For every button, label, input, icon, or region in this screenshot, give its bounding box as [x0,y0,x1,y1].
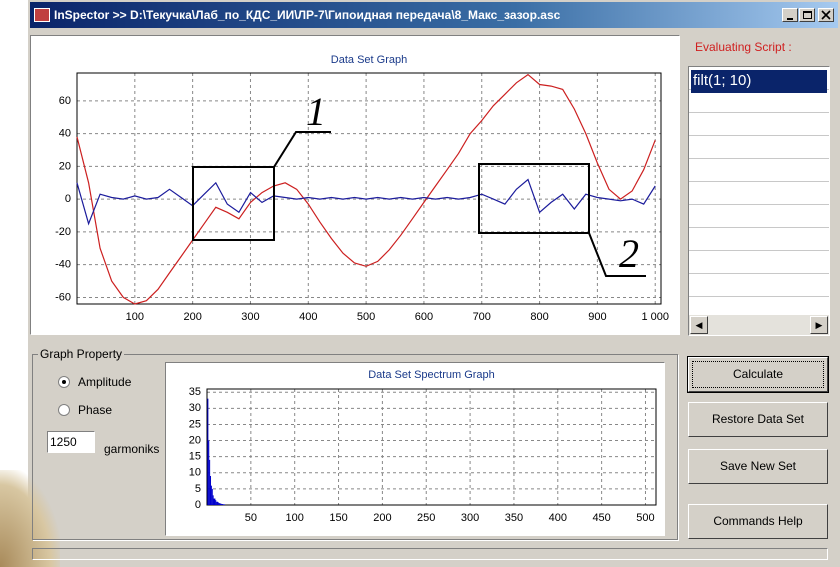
script-list: filt(1; 10) ◀ ▶ [688,66,830,336]
bar [219,503,221,505]
count-input[interactable]: 1250 [47,431,95,453]
background [0,470,60,567]
x-tick-label: 200 [373,512,391,524]
x-tick-label: 800 [530,311,548,323]
x-tick-label: 700 [473,311,491,323]
plot-frame [76,72,662,305]
callout-leader [588,232,646,277]
x-tick-label: 250 [417,512,435,524]
title-bar: InSpector >> D:\Текучка\Лаб_по_КДС_ИИ\ЛР… [30,2,838,28]
bar [209,459,211,505]
x-tick-label: 400 [549,512,567,524]
y-tick-label: 10 [189,467,201,479]
spectrum-graph: Data Set Spectrum Graph 0 5 10 15 20 25 30 35 50 1… [165,362,665,536]
bar [224,504,226,505]
bar [223,504,225,505]
minimize-button[interactable] [782,8,798,22]
x-tick-label: 100 [126,311,144,323]
y-tick-label: -20 [55,226,71,238]
y-tick-label: -60 [55,291,71,303]
x-tick-label: 500 [357,311,375,323]
y-tick-label: 20 [189,434,201,446]
bar [220,503,222,505]
bar [217,501,219,505]
bar [221,504,223,505]
group-label: Graph Property [38,347,125,361]
radio-amplitude[interactable] [58,376,70,388]
x-tick-label: 900 [588,311,606,323]
x-tick-label: 600 [415,311,433,323]
window-title: InSpector >> D:\Текучка\Лаб_по_КДС_ИИ\ЛР… [54,8,561,22]
callout-box [478,163,590,234]
chart-title: Data Set Graph [331,54,407,66]
plot-frame [206,388,657,506]
button[interactable]: Calculate [688,357,828,392]
x-tick-label: 200 [183,311,201,323]
bar [212,495,214,505]
button[interactable]: Restore Data Set [688,402,828,437]
callout-box [192,166,275,241]
y-tick-label: 15 [189,451,201,463]
bar [222,504,224,505]
amplitude-label: Amplitude [78,375,132,389]
x-tick-label: 300 [241,311,259,323]
app-icon [34,8,50,22]
y-tick-label: -40 [55,259,71,271]
x-tick-label: 400 [299,311,317,323]
maximize-button[interactable] [799,8,815,22]
script-item[interactable]: filt(1; 10) [691,70,827,93]
bar [207,398,209,505]
bar [210,485,212,505]
phase-label: Phase [78,403,113,417]
x-tick-label: 50 [245,512,257,524]
x-tick-label: 300 [461,512,479,524]
data-set-graph: Data Set Graph -60 -40 -20 0 20 40 60 100 200 300 4… [30,35,680,335]
bar [215,500,217,505]
x-tick-label: 150 [329,512,347,524]
series-line [76,178,656,226]
y-tick-label: 0 [195,499,201,511]
y-tick-label: 35 [189,386,201,398]
x-tick-label: 500 [636,512,654,524]
x-tick-label: 350 [505,512,523,524]
series-line [76,73,656,305]
progress-bar [32,548,828,560]
close-button[interactable] [818,8,834,22]
graph-property-group [32,354,678,540]
annotation: 2 [619,231,639,276]
script-label: Evaluating Script : [695,40,792,54]
y-tick-label: 60 [59,95,71,107]
annotation: 1 [306,89,326,134]
scrollbar[interactable]: ◀ ▶ [689,315,829,335]
bar [214,498,216,505]
y-tick-label: 0 [65,193,71,205]
button[interactable]: Save New Set [688,449,828,484]
chart-title: Data Set Spectrum Graph [368,369,495,381]
y-tick-label: 25 [189,418,201,430]
count-label: garmoniks [104,442,160,456]
bar [208,440,210,505]
y-tick-label: 40 [59,128,71,140]
radio-phase[interactable] [58,404,70,416]
bar [218,503,220,505]
bar [213,498,215,505]
callout-leader [273,131,331,168]
y-tick-label: 20 [59,160,71,172]
x-tick-label: 100 [286,512,304,524]
x-tick-label: 450 [592,512,610,524]
bar [211,488,213,505]
y-tick-label: 30 [189,402,201,414]
x-tick-label: 1 000 [641,311,669,323]
bar [210,476,212,505]
y-tick-label: 5 [195,483,201,495]
bar [217,502,219,505]
button[interactable]: Commands Help [688,504,828,539]
bar [216,501,218,505]
